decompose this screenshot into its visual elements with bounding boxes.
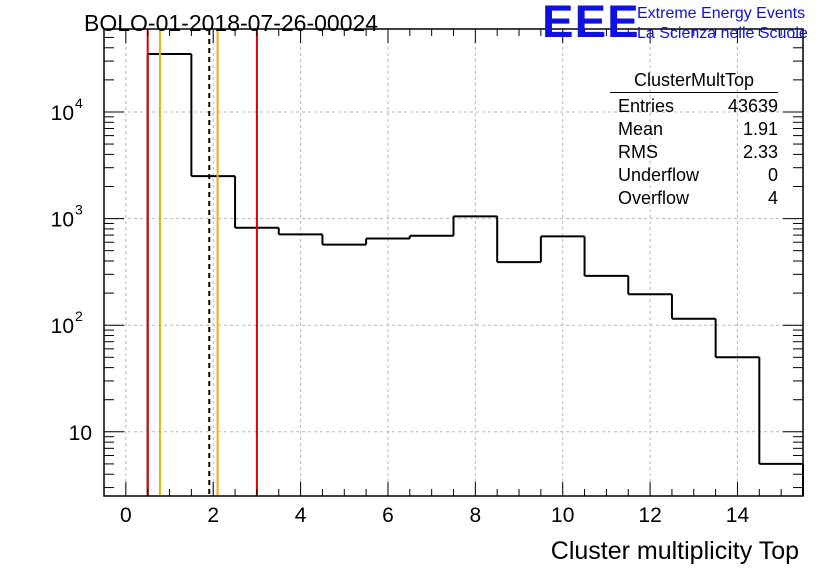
stats-value: 0 xyxy=(767,165,778,185)
stats-row: RMS 2.33 xyxy=(610,141,778,164)
stats-label: RMS xyxy=(618,142,658,162)
x-tick-label: 14 xyxy=(726,504,750,527)
y-tick-exponent: 4 xyxy=(75,95,83,111)
stats-row: Overflow 4 xyxy=(610,187,778,210)
stats-label: Overflow xyxy=(618,188,690,208)
y-tick-label: 10 xyxy=(51,315,74,338)
x-tick-label: 6 xyxy=(382,504,394,527)
stats-row: Mean 1.91 xyxy=(610,118,778,141)
eee-logo: EEE Extreme Energy Events La Scienza nel… xyxy=(542,0,832,47)
x-tick-label: 8 xyxy=(470,504,482,527)
logo-line-1: Extreme Energy Events xyxy=(637,5,806,22)
y-tick-label: 10 xyxy=(51,209,74,232)
logo-mark: EEE xyxy=(542,0,640,47)
stats-label: Mean xyxy=(618,119,664,139)
y-tick-exponent: 2 xyxy=(75,308,83,324)
x-tick-label: 0 xyxy=(120,504,132,527)
stats-value: 1.91 xyxy=(742,119,778,139)
x-tick-label: 4 xyxy=(295,504,307,527)
x-tick-label: 10 xyxy=(551,504,574,527)
stats-box: ClusterMultTop Entries 43639 Mean 1.91 R… xyxy=(610,70,778,210)
axis-ticks xyxy=(103,28,804,496)
stats-title: ClusterMultTop xyxy=(610,70,778,93)
x-axis-label: Cluster multiplicity Top xyxy=(551,537,799,565)
stats-row: Underflow 0 xyxy=(610,164,778,187)
y-tick-label: 10 xyxy=(51,102,74,125)
y-tick-label: 10 xyxy=(69,422,92,445)
logo-line-2: La Scienza nelle Scuole xyxy=(637,25,808,42)
stats-value: 43639 xyxy=(727,96,778,116)
marker-lines xyxy=(146,30,258,495)
x-tick-label: 2 xyxy=(207,504,219,527)
stats-value: 2.33 xyxy=(742,142,778,162)
x-tick-label: 12 xyxy=(638,504,661,527)
page-title: BOLO-01-2018-07-26-00024 xyxy=(84,10,379,36)
stats-row: Entries 43639 xyxy=(610,95,778,118)
y-tick-exponent: 3 xyxy=(75,202,83,218)
stats-label: Underflow xyxy=(618,165,700,185)
stats-label: Entries xyxy=(618,96,675,116)
stats-value: 4 xyxy=(767,188,778,208)
